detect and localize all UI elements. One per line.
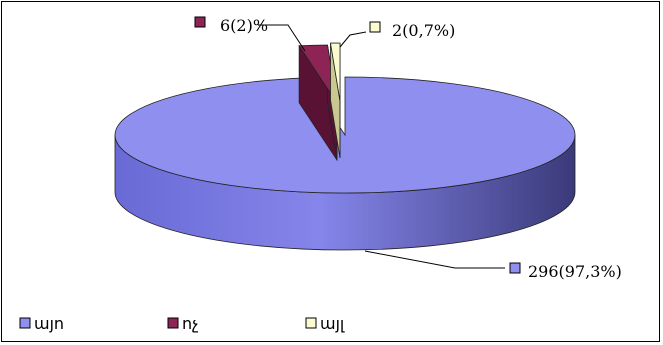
legend-swatch-0 [19,317,31,329]
legend-label-2: այլ [320,314,345,333]
data-label-leader-0 [364,250,505,269]
pie-slice-top-2 [330,42,341,102]
data-label-leader-2 [339,31,367,48]
legend-swatch-2 [305,317,317,329]
data-label-swatch-2 [369,21,381,33]
data-label-swatch-0 [509,262,521,274]
data-label-swatch-1 [194,16,206,28]
data-label-1: 6(2)% [220,16,268,35]
data-label-0: 296(97,3%) [528,262,622,281]
pie-slice-top-0 [114,76,576,194]
pie-slice-1 [298,44,338,162]
legend-label-1: ոչ [182,314,199,333]
legend-label-0: այո [34,314,64,333]
legend-swatch-1 [167,317,179,329]
pie-slice-top-1 [298,44,338,104]
pie-slice-2 [330,42,341,159]
legend-item-1: ոչ [167,314,199,333]
pie-slice-0 [114,76,576,251]
legend-item-0: այո [19,314,64,333]
data-label-2: 2(0,7%) [392,21,455,40]
legend-item-2: այլ [305,314,345,333]
data-label-leader-1 [258,24,306,52]
